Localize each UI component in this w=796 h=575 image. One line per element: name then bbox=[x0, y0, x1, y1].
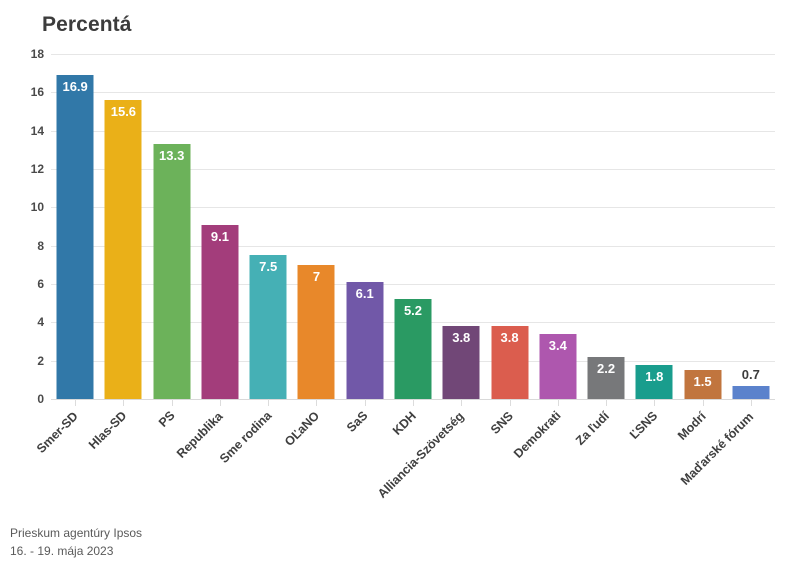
footer-date: 16. - 19. mája 2023 bbox=[10, 544, 114, 558]
x-axis-tick bbox=[606, 399, 607, 406]
x-axis: Smer-SD Hlas-SD PS Republika Sme rodina OĽaNO… bbox=[34, 399, 775, 509]
x-axis-label: KDH bbox=[389, 409, 419, 438]
bar[interactable]: 2.2 bbox=[587, 356, 625, 399]
bar-value-label: 3.4 bbox=[548, 337, 567, 353]
bar-slot: 6.1 bbox=[341, 54, 389, 399]
bar[interactable]: 5.2 bbox=[394, 299, 432, 399]
x-axis-tick bbox=[751, 399, 752, 406]
y-axis-tick-label: 10 bbox=[30, 200, 44, 215]
gridline bbox=[51, 245, 775, 247]
bar[interactable]: 1.5 bbox=[684, 370, 722, 399]
bar[interactable]: 3.8 bbox=[491, 326, 529, 399]
bar-slot: 3.8 bbox=[485, 54, 533, 399]
x-axis-label: ĽSNS bbox=[626, 409, 661, 443]
bar-slot: 7.5 bbox=[244, 54, 292, 399]
x-axis-label: SaS bbox=[344, 408, 371, 436]
y-axis-tick-label: 6 bbox=[37, 277, 44, 291]
x-axis-tick bbox=[365, 399, 366, 406]
bar[interactable]: 7.5 bbox=[249, 255, 287, 399]
y-axis-tick-label: 4 bbox=[37, 315, 44, 330]
bar[interactable]: 3.8 bbox=[442, 326, 480, 399]
x-axis-tick bbox=[558, 399, 559, 406]
bar-value-label: 2.2 bbox=[597, 360, 616, 376]
y-axis-tick-label: 8 bbox=[37, 238, 44, 253]
bar-value-label: 7 bbox=[312, 268, 321, 284]
bars-layer: 16.9 15.6 13.3 9.1 7.5 7 6.1 5.2 3.8 3.8 3.4 2.2 1.8… bbox=[51, 54, 775, 399]
bar-value-label: 7.5 bbox=[259, 259, 278, 275]
gridline bbox=[51, 54, 775, 55]
bar-value-label: 15.6 bbox=[110, 104, 137, 119]
y-axis-tick-label: 12 bbox=[30, 162, 44, 176]
bar[interactable]: 7 bbox=[297, 264, 335, 399]
y-axis-tick-label: 18 bbox=[30, 47, 44, 61]
bar-slot: 13.3 bbox=[148, 54, 196, 399]
bar-value-label: 6.1 bbox=[355, 286, 374, 302]
x-axis-tick bbox=[123, 399, 124, 406]
x-axis-tick bbox=[510, 399, 511, 406]
bar-value-label: 16.9 bbox=[62, 79, 88, 95]
bar-slot: 7 bbox=[292, 54, 340, 399]
chart-footer: Prieskum agentúry Ipsos 16. - 19. mája 2… bbox=[10, 524, 142, 560]
x-axis-label: OĽaNO bbox=[282, 409, 323, 450]
y-axis-tick-label: 14 bbox=[30, 123, 44, 138]
gridline bbox=[51, 92, 775, 94]
x-axis-label: Republika bbox=[174, 409, 226, 461]
gridline bbox=[51, 130, 775, 132]
bar[interactable]: 9.1 bbox=[201, 224, 239, 399]
x-axis-tick bbox=[220, 399, 221, 406]
bar-value-label: 0.7 bbox=[741, 366, 760, 382]
x-axis-label: Modrí bbox=[674, 409, 709, 443]
bar-slot: 1.5 bbox=[678, 54, 726, 399]
bar[interactable]: 15.6 bbox=[104, 100, 142, 399]
x-axis-tick bbox=[75, 399, 76, 406]
x-axis-tick bbox=[316, 399, 317, 406]
bar-slot: 15.6 bbox=[99, 54, 147, 399]
bar[interactable]: 0.7 bbox=[732, 368, 770, 399]
y-axis: 0 2 4 6 8 10 12 14 16 18 bbox=[0, 48, 44, 405]
bar-value-label: 1.8 bbox=[645, 368, 664, 384]
x-axis-label: PS bbox=[156, 408, 178, 431]
x-axis-label: SNS bbox=[487, 408, 516, 437]
x-axis-label: Demokrati bbox=[511, 408, 564, 462]
bar[interactable]: 3.4 bbox=[539, 333, 577, 399]
bar-slot: 2.2 bbox=[582, 54, 630, 399]
bar-slot: 5.2 bbox=[389, 54, 437, 399]
gridline bbox=[51, 207, 775, 209]
x-axis-label: Smer-SD bbox=[34, 408, 82, 456]
bar-value-label: 1.5 bbox=[693, 374, 712, 390]
gridline bbox=[51, 284, 775, 285]
bar[interactable]: 6.1 bbox=[346, 282, 384, 399]
footer-source: Prieskum agentúry Ipsos bbox=[10, 526, 143, 540]
y-axis-tick-label: 2 bbox=[37, 353, 44, 368]
bar-slot: 3.8 bbox=[437, 54, 485, 399]
bar-value-label: 3.8 bbox=[500, 330, 519, 346]
bar-value-label: 13.3 bbox=[159, 148, 185, 164]
x-axis-tick bbox=[703, 399, 704, 406]
bar[interactable]: 1.8 bbox=[635, 364, 673, 399]
bar-slot: 3.4 bbox=[534, 54, 582, 399]
bar-slot: 16.9 bbox=[51, 54, 99, 399]
bar-slot: 1.8 bbox=[630, 54, 678, 399]
bar[interactable]: 16.9 bbox=[56, 75, 94, 399]
chart-title: Percentá bbox=[42, 13, 132, 36]
bar-slot: 9.1 bbox=[196, 54, 244, 399]
x-axis-tick bbox=[172, 399, 173, 406]
bar[interactable]: 13.3 bbox=[153, 144, 191, 399]
gridline bbox=[51, 169, 775, 170]
x-axis-label: Hlas-SD bbox=[86, 408, 130, 453]
x-axis-tick bbox=[461, 399, 462, 406]
bar-value-label: 3.8 bbox=[452, 330, 471, 346]
bar-slot: 0.7 bbox=[727, 54, 775, 399]
y-axis-tick-label: 16 bbox=[30, 85, 44, 100]
x-axis-label: Alliancia-Szövetség bbox=[375, 409, 467, 501]
bar-value-label: 5.2 bbox=[403, 303, 423, 319]
x-axis-tick bbox=[413, 399, 414, 406]
x-axis-tick bbox=[654, 399, 655, 406]
x-axis-label: Sme rodina bbox=[216, 408, 275, 467]
bar-value-label: 9.1 bbox=[210, 228, 229, 244]
x-axis-label: Za ľudí bbox=[573, 409, 612, 448]
y-axis-tick-label: 0 bbox=[37, 392, 44, 406]
x-axis-tick bbox=[268, 399, 269, 406]
